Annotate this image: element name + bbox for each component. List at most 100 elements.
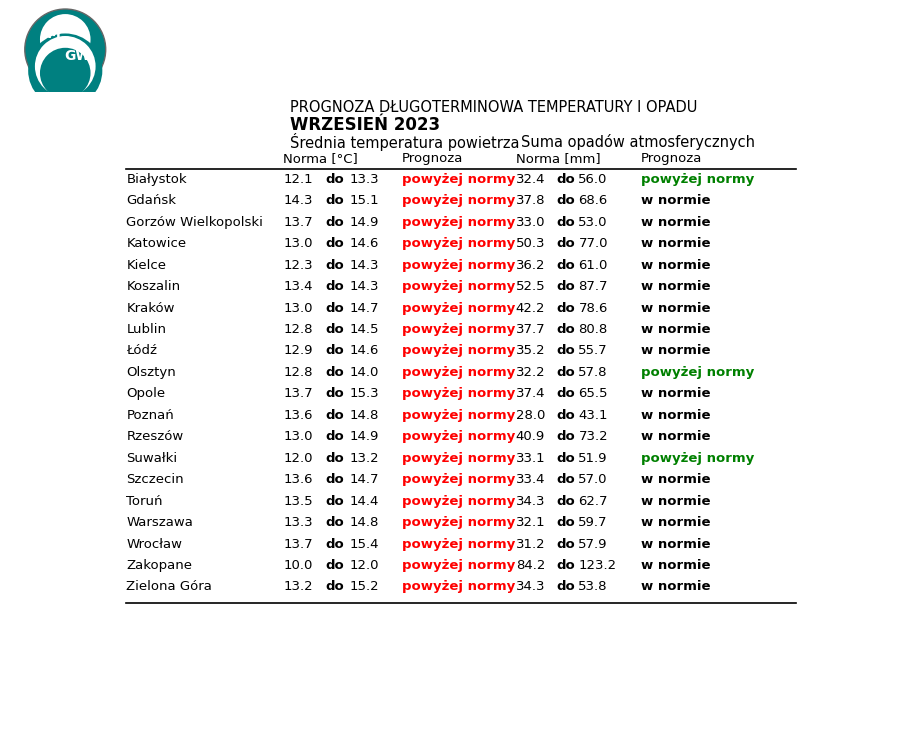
Text: Suwałki: Suwałki <box>126 452 177 465</box>
Text: 12.0: 12.0 <box>349 559 379 572</box>
Text: Białystok: Białystok <box>126 173 187 186</box>
Text: 13.2: 13.2 <box>349 452 379 465</box>
Text: 62.7: 62.7 <box>579 495 608 508</box>
Text: Koszalin: Koszalin <box>126 280 181 293</box>
Text: powyżej normy: powyżej normy <box>641 173 754 186</box>
Text: 33.0: 33.0 <box>516 216 545 229</box>
Text: do: do <box>325 366 344 379</box>
Text: powyżej normy: powyżej normy <box>641 366 754 379</box>
Text: powyżej normy: powyżej normy <box>402 366 515 379</box>
Text: Zielona Góra: Zielona Góra <box>126 581 212 594</box>
Text: do: do <box>557 280 576 293</box>
Text: 32.1: 32.1 <box>516 516 545 529</box>
Text: 123.2: 123.2 <box>579 559 617 572</box>
Text: Toruń: Toruń <box>126 495 163 508</box>
Text: 15.1: 15.1 <box>349 194 379 207</box>
Text: 15.4: 15.4 <box>349 537 379 550</box>
Text: IM: IM <box>43 27 62 41</box>
Text: do: do <box>325 387 344 400</box>
Text: w normie: w normie <box>641 323 711 336</box>
Text: 65.5: 65.5 <box>579 387 608 400</box>
Text: 56.0: 56.0 <box>579 173 608 186</box>
Text: 14.4: 14.4 <box>349 495 379 508</box>
Text: 13.0: 13.0 <box>284 430 313 443</box>
Text: Średnia temperatura powietrza: Średnia temperatura powietrza <box>291 133 520 150</box>
Text: w normie: w normie <box>641 430 711 443</box>
Text: Gorzów Wielkopolski: Gorzów Wielkopolski <box>126 216 264 229</box>
Circle shape <box>25 9 105 90</box>
Text: Norma [°C]: Norma [°C] <box>284 152 358 165</box>
Text: do: do <box>325 216 344 229</box>
Text: 14.6: 14.6 <box>349 237 379 250</box>
Text: powyżej normy: powyżej normy <box>402 495 515 508</box>
Text: w normie: w normie <box>641 474 711 486</box>
Text: 13.6: 13.6 <box>284 474 313 486</box>
Text: w normie: w normie <box>641 537 711 550</box>
Text: powyżej normy: powyżej normy <box>402 216 515 229</box>
Text: Prognoza: Prognoza <box>641 152 703 165</box>
Text: 12.0: 12.0 <box>284 452 313 465</box>
Text: 12.1: 12.1 <box>284 173 313 186</box>
Text: 10.0: 10.0 <box>284 559 313 572</box>
Text: 13.0: 13.0 <box>284 301 313 314</box>
Text: 14.8: 14.8 <box>349 409 379 421</box>
Text: Prognoza: Prognoza <box>402 152 464 165</box>
Text: 37.4: 37.4 <box>516 387 545 400</box>
Text: 55.7: 55.7 <box>579 345 608 358</box>
Text: 13.0: 13.0 <box>284 237 313 250</box>
Text: PROGNOZA DŁUGOTERMINOWA TEMPERATURY I OPADU: PROGNOZA DŁUGOTERMINOWA TEMPERATURY I OP… <box>291 100 698 115</box>
Text: do: do <box>557 474 576 486</box>
Text: do: do <box>325 301 344 314</box>
Text: 14.8: 14.8 <box>349 516 379 529</box>
Text: powyżej normy: powyżej normy <box>402 237 515 250</box>
Text: 14.5: 14.5 <box>349 323 379 336</box>
Text: Gdańsk: Gdańsk <box>126 194 176 207</box>
Text: powyżej normy: powyżej normy <box>402 537 515 550</box>
Text: powyżej normy: powyżej normy <box>402 194 515 207</box>
Text: w normie: w normie <box>641 495 711 508</box>
Text: powyżej normy: powyżej normy <box>402 301 515 314</box>
Text: powyżej normy: powyżej normy <box>402 430 515 443</box>
Text: 33.4: 33.4 <box>516 474 545 486</box>
Circle shape <box>35 36 95 97</box>
Text: 13.6: 13.6 <box>284 409 313 421</box>
Text: 87.7: 87.7 <box>579 280 608 293</box>
Text: do: do <box>557 516 576 529</box>
Text: 36.2: 36.2 <box>516 259 545 272</box>
Text: 12.8: 12.8 <box>284 366 313 379</box>
Text: do: do <box>557 452 576 465</box>
Text: Poznań: Poznań <box>126 409 175 421</box>
Text: w normie: w normie <box>641 387 711 400</box>
Text: 12.9: 12.9 <box>284 345 313 358</box>
Text: 13.7: 13.7 <box>284 216 313 229</box>
Text: Łódź: Łódź <box>126 345 158 358</box>
Text: w normie: w normie <box>641 216 711 229</box>
Text: 14.6: 14.6 <box>349 345 379 358</box>
Text: do: do <box>325 323 344 336</box>
Text: 28.0: 28.0 <box>516 409 545 421</box>
Text: powyżej normy: powyżej normy <box>402 323 515 336</box>
Text: 13.3: 13.3 <box>349 173 379 186</box>
Text: w normie: w normie <box>641 345 711 358</box>
Text: do: do <box>557 259 576 272</box>
Text: 78.6: 78.6 <box>579 301 608 314</box>
Text: do: do <box>325 194 344 207</box>
Text: w normie: w normie <box>641 516 711 529</box>
Text: 14.7: 14.7 <box>349 474 379 486</box>
Text: w normie: w normie <box>641 237 711 250</box>
Text: do: do <box>325 280 344 293</box>
Text: do: do <box>557 366 576 379</box>
Text: powyżej normy: powyżej normy <box>402 280 515 293</box>
Text: powyżej normy: powyżej normy <box>641 452 754 465</box>
Text: do: do <box>325 345 344 358</box>
Text: do: do <box>325 259 344 272</box>
Text: powyżej normy: powyżej normy <box>402 345 515 358</box>
Text: do: do <box>325 452 344 465</box>
Text: 73.2: 73.2 <box>579 430 608 443</box>
Text: powyżej normy: powyżej normy <box>402 559 515 572</box>
Text: 13.4: 13.4 <box>284 280 313 293</box>
Text: WRZESIEŃ 2023: WRZESIEŃ 2023 <box>291 116 440 133</box>
Text: 14.0: 14.0 <box>349 366 379 379</box>
Text: do: do <box>557 194 576 207</box>
Text: w normie: w normie <box>641 194 711 207</box>
